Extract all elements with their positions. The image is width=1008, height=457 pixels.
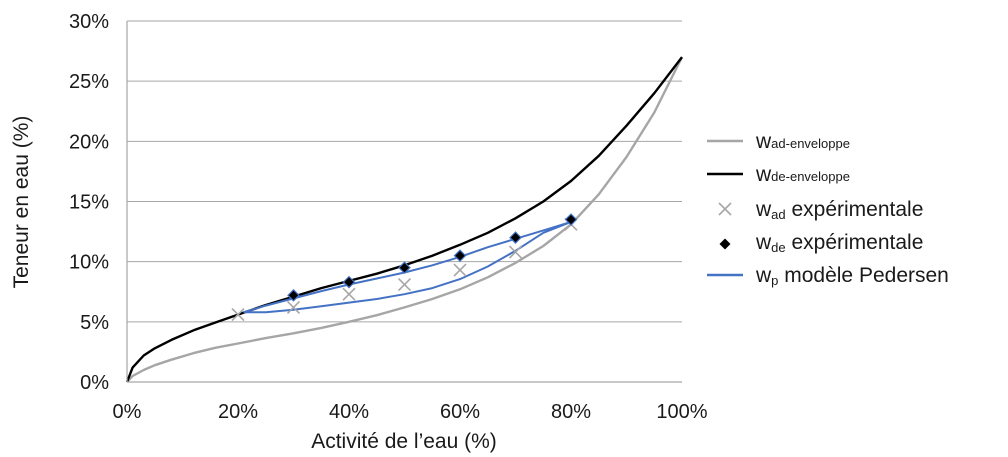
legend-item-wad_exp: wad expérimentale [718,198,923,222]
legend-label: wde-enveloppe [755,163,850,186]
y-tick-label: 25% [69,71,109,93]
x-tick-label: 60% [440,401,480,423]
axes [126,21,682,383]
data-point-wde_exp [398,261,411,275]
legend-label: wad expérimentale [755,198,923,222]
data-point-wde_exp [453,249,467,262]
gridlines [127,20,682,323]
data-point-wad_exp [231,308,245,322]
legend-label: wad-enveloppe [755,130,850,153]
data-point-wad_exp [286,300,301,314]
series-line-wde_env [125,56,683,383]
x-tick-label: 20% [218,401,258,423]
data-point-wde_exp [509,231,522,244]
legend-swatch [718,202,732,216]
x-tick-label: 0% [113,401,142,423]
y-tick-label: 30% [69,11,109,33]
y-axis-title: Teneur en eau (%) [10,116,33,289]
x-tick-label: 100% [656,401,707,423]
y-tick-label: 15% [69,192,109,214]
series-layer [125,56,684,383]
x-axis-title: Activité de l’eau (%) [311,430,497,453]
legend-item-wde_exp: wde expérimentale [719,231,923,255]
x-tick-labels: 0% 20% 40% 60% 80% 100% [113,401,708,423]
x-tick-label: 80% [551,401,591,423]
data-point-wde_exp [342,275,356,289]
data-point-wde_exp [564,213,578,226]
y-tick-label: 20% [69,131,109,153]
legend-item-wp_model: wp modèle Pedersen [707,264,949,288]
data-point-wad_exp [508,245,523,259]
legend-swatch [719,238,731,250]
legend-item-wde_env: wde-enveloppe [707,163,850,186]
data-point-wad_exp [453,263,467,277]
y-tick-label: 0% [80,372,109,394]
legend-label: wp modèle Pedersen [755,264,949,288]
series-line-wad_env [126,56,684,383]
data-point-wad_exp [342,287,356,301]
legend-label: wde expérimentale [755,231,923,255]
y-tick-labels: 0% 5% 10% 15% 20% 25% 30% [69,11,109,394]
data-point-wad_exp [397,277,412,292]
y-tick-label: 5% [80,312,109,334]
legend: wad-enveloppe wde-enveloppe wad expériment… [707,130,949,288]
data-point-wde_exp [287,289,300,302]
x-tick-label: 40% [329,401,369,423]
legend-item-wad_env: wad-enveloppe [707,130,850,153]
y-tick-label: 10% [69,252,109,274]
